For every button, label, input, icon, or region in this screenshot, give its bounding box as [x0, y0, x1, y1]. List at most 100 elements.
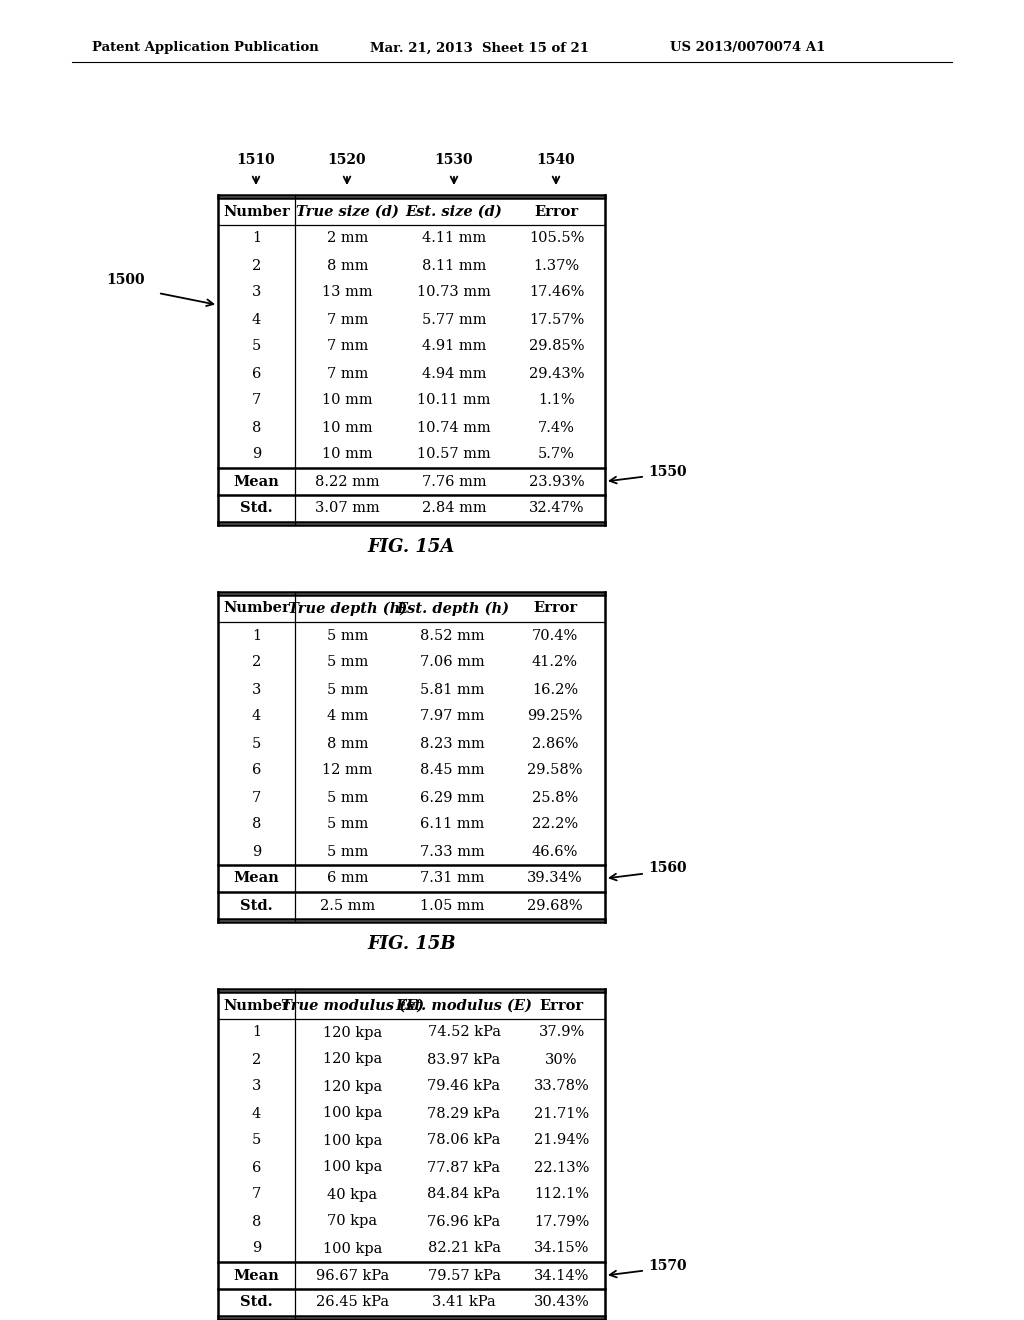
Text: 7 mm: 7 mm	[327, 367, 369, 380]
Text: 30.43%: 30.43%	[534, 1295, 590, 1309]
Text: 5: 5	[252, 1134, 261, 1147]
Text: 1: 1	[252, 628, 261, 643]
Text: 1530: 1530	[434, 153, 473, 168]
Text: 84.84 kPa: 84.84 kPa	[427, 1188, 501, 1201]
Text: 8 mm: 8 mm	[327, 737, 369, 751]
Text: 100 kpa: 100 kpa	[323, 1242, 382, 1255]
Text: 78.06 kPa: 78.06 kPa	[427, 1134, 501, 1147]
Text: 120 kpa: 120 kpa	[323, 1080, 382, 1093]
Text: True depth (h): True depth (h)	[288, 602, 408, 615]
Text: 105.5%: 105.5%	[528, 231, 584, 246]
Text: 41.2%: 41.2%	[532, 656, 578, 669]
Text: 4 mm: 4 mm	[327, 710, 369, 723]
Text: 8.11 mm: 8.11 mm	[422, 259, 486, 272]
Text: FIG. 15B: FIG. 15B	[368, 935, 456, 953]
Text: 10 mm: 10 mm	[323, 421, 373, 434]
Text: 29.43%: 29.43%	[528, 367, 585, 380]
Text: 74.52 kPa: 74.52 kPa	[427, 1026, 501, 1040]
Text: 77.87 kPa: 77.87 kPa	[427, 1160, 501, 1175]
Text: 2 mm: 2 mm	[327, 231, 369, 246]
Text: 82.21 kPa: 82.21 kPa	[427, 1242, 501, 1255]
Text: 8: 8	[252, 817, 261, 832]
Text: Patent Application Publication: Patent Application Publication	[92, 41, 318, 54]
Text: 21.71%: 21.71%	[534, 1106, 589, 1121]
Text: 4: 4	[252, 313, 261, 326]
Text: 5 mm: 5 mm	[327, 817, 369, 832]
Text: 7.97 mm: 7.97 mm	[420, 710, 484, 723]
Text: 40 kpa: 40 kpa	[328, 1188, 378, 1201]
Text: 22.13%: 22.13%	[534, 1160, 589, 1175]
Text: Number: Number	[223, 602, 290, 615]
Text: 25.8%: 25.8%	[531, 791, 579, 804]
Text: 5: 5	[252, 737, 261, 751]
Text: 4.94 mm: 4.94 mm	[422, 367, 486, 380]
Text: 7: 7	[252, 393, 261, 408]
Text: 10.74 mm: 10.74 mm	[417, 421, 490, 434]
Text: 79.46 kPa: 79.46 kPa	[427, 1080, 501, 1093]
Text: 1.37%: 1.37%	[534, 259, 580, 272]
Text: 5.7%: 5.7%	[538, 447, 574, 462]
Text: 5 mm: 5 mm	[327, 682, 369, 697]
Text: 83.97 kPa: 83.97 kPa	[427, 1052, 501, 1067]
Text: 6.11 mm: 6.11 mm	[420, 817, 484, 832]
Text: 2.84 mm: 2.84 mm	[422, 502, 486, 516]
Text: 5 mm: 5 mm	[327, 628, 369, 643]
Text: Mean: Mean	[233, 474, 280, 488]
Text: 34.15%: 34.15%	[534, 1242, 589, 1255]
Text: 1520: 1520	[328, 153, 367, 168]
Text: 10.57 mm: 10.57 mm	[417, 447, 490, 462]
Text: 23.93%: 23.93%	[528, 474, 585, 488]
Text: 8: 8	[252, 1214, 261, 1229]
Text: 1.05 mm: 1.05 mm	[420, 899, 484, 912]
Text: 33.78%: 33.78%	[534, 1080, 590, 1093]
Text: 1.1%: 1.1%	[539, 393, 574, 408]
Text: 112.1%: 112.1%	[534, 1188, 589, 1201]
Text: 5 mm: 5 mm	[327, 845, 369, 858]
Text: 6 mm: 6 mm	[327, 871, 369, 886]
Text: 99.25%: 99.25%	[527, 710, 583, 723]
Text: 79.57 kPa: 79.57 kPa	[427, 1269, 501, 1283]
Text: 3: 3	[252, 1080, 261, 1093]
Text: 7 mm: 7 mm	[327, 339, 369, 354]
Text: 29.68%: 29.68%	[527, 899, 583, 912]
Text: US 2013/0070074 A1: US 2013/0070074 A1	[670, 41, 825, 54]
Text: Std.: Std.	[241, 1295, 272, 1309]
Text: FIG. 15A: FIG. 15A	[368, 539, 456, 556]
Text: 4: 4	[252, 710, 261, 723]
Text: 16.2%: 16.2%	[531, 682, 579, 697]
Text: 29.85%: 29.85%	[528, 339, 585, 354]
Text: 2.86%: 2.86%	[531, 737, 579, 751]
Text: 17.79%: 17.79%	[534, 1214, 589, 1229]
Text: 76.96 kPa: 76.96 kPa	[427, 1214, 501, 1229]
Text: 6: 6	[252, 367, 261, 380]
Text: 26.45 kPa: 26.45 kPa	[316, 1295, 389, 1309]
Text: 7 mm: 7 mm	[327, 313, 369, 326]
Text: Number: Number	[223, 998, 290, 1012]
Text: 22.2%: 22.2%	[531, 817, 579, 832]
Text: 34.14%: 34.14%	[534, 1269, 589, 1283]
Text: 2: 2	[252, 1052, 261, 1067]
Text: 1: 1	[252, 231, 261, 246]
Text: 70 kpa: 70 kpa	[328, 1214, 378, 1229]
Text: 17.46%: 17.46%	[528, 285, 584, 300]
Text: 8.52 mm: 8.52 mm	[420, 628, 484, 643]
Text: 3: 3	[252, 682, 261, 697]
Text: Error: Error	[535, 205, 579, 219]
Text: 6.29 mm: 6.29 mm	[420, 791, 484, 804]
Text: 3.07 mm: 3.07 mm	[315, 502, 380, 516]
Text: Mar. 21, 2013  Sheet 15 of 21: Mar. 21, 2013 Sheet 15 of 21	[370, 41, 589, 54]
Text: 10.73 mm: 10.73 mm	[417, 285, 490, 300]
Text: 7.31 mm: 7.31 mm	[420, 871, 484, 886]
Text: 7.76 mm: 7.76 mm	[422, 474, 486, 488]
Text: Est. size (d): Est. size (d)	[406, 205, 503, 219]
Text: 8.22 mm: 8.22 mm	[315, 474, 380, 488]
Text: 120 kpa: 120 kpa	[323, 1052, 382, 1067]
Text: Std.: Std.	[241, 899, 272, 912]
Text: 1540: 1540	[537, 153, 575, 168]
Text: 6: 6	[252, 763, 261, 777]
Text: True size (d): True size (d)	[296, 205, 399, 219]
Text: 39.34%: 39.34%	[527, 871, 583, 886]
Text: 3.41 kPa: 3.41 kPa	[432, 1295, 496, 1309]
Text: 100 kpa: 100 kpa	[323, 1160, 382, 1175]
Text: 10 mm: 10 mm	[323, 447, 373, 462]
